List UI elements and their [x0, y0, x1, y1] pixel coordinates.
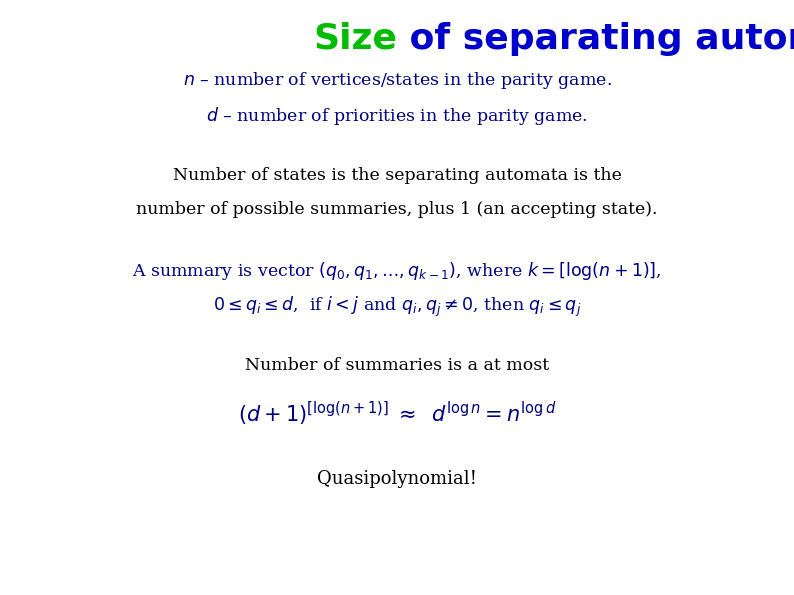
Text: of separating automata: of separating automata — [397, 21, 794, 56]
Text: Number of states is the separating automata is the: Number of states is the separating autom… — [172, 167, 622, 184]
Text: Quasipolynomial!: Quasipolynomial! — [317, 470, 477, 488]
Text: A summary is vector $(q_0, q_1, \ldots, q_{k-1})$, where $k = [\log(n+1)]$,: A summary is vector $(q_0, q_1, \ldots, … — [133, 260, 661, 281]
Text: number of possible summaries, plus 1 (an accepting state).: number of possible summaries, plus 1 (an… — [137, 201, 657, 218]
Text: Size: Size — [313, 21, 397, 56]
Text: $(d+1)^{[\log(n+1)]}\; \approx \;\; d^{\log n} = n^{\log d}$: $(d+1)^{[\log(n+1)]}\; \approx \;\; d^{\… — [237, 399, 557, 428]
Text: $d$ – number of priorities in the parity game.: $d$ – number of priorities in the parity… — [206, 105, 588, 127]
Text: $n$ – number of vertices/states in the parity game.: $n$ – number of vertices/states in the p… — [183, 70, 611, 91]
Text: $0 \leq q_i \leq d$,  if $i < j$ and $q_i, q_j \neq 0$, then $q_i \leq q_j$: $0 \leq q_i \leq d$, if $i < j$ and $q_i… — [213, 295, 581, 318]
Text: Number of summaries is a at most: Number of summaries is a at most — [245, 358, 549, 374]
